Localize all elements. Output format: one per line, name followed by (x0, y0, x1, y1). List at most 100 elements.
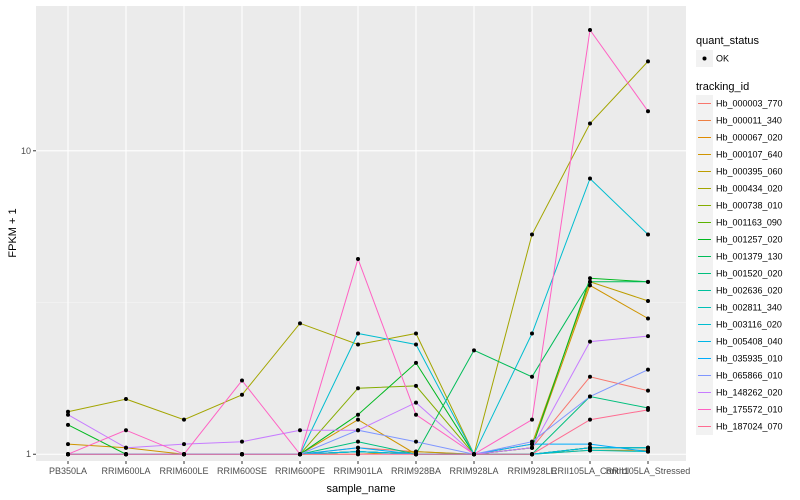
data-point (414, 452, 418, 457)
data-point (124, 428, 128, 433)
data-point (66, 422, 70, 427)
data-point (124, 445, 128, 450)
data-point (298, 321, 302, 326)
data-point (356, 439, 360, 444)
data-point (530, 232, 534, 237)
data-point (240, 392, 244, 397)
data-point (356, 331, 360, 336)
data-point (588, 279, 592, 284)
data-point (588, 374, 592, 379)
y-axis-title: FPKM + 1 (7, 208, 19, 257)
data-point (124, 397, 128, 402)
legend-label: Hb_003116_020 (716, 320, 782, 330)
data-point (182, 417, 186, 422)
legend-label: OK (716, 54, 729, 64)
legend-label: Hb_001257_020 (716, 235, 783, 245)
data-point (356, 386, 360, 391)
data-point (530, 445, 534, 450)
data-point (356, 445, 360, 450)
data-point (414, 331, 418, 336)
data-point (588, 121, 592, 126)
x-tick-label: RRIM600PE (275, 466, 325, 476)
data-point (530, 331, 534, 336)
legend-label: Hb_187024_070 (716, 422, 783, 432)
data-points (66, 28, 650, 457)
data-point (646, 407, 650, 412)
data-point (66, 409, 70, 414)
data-point (472, 452, 476, 457)
data-point (66, 442, 70, 447)
data-point (240, 378, 244, 383)
data-point (588, 417, 592, 422)
data-point (356, 417, 360, 422)
legend-label: Hb_002811_340 (716, 303, 782, 313)
data-point (414, 342, 418, 347)
data-point (530, 374, 534, 379)
point-legend-title: quant_status (696, 35, 759, 47)
legend-label: Hb_005408_040 (716, 337, 783, 347)
legend-label: Hb_001163_090 (716, 218, 782, 228)
data-point (356, 452, 360, 457)
data-point (182, 442, 186, 447)
data-point (588, 445, 592, 450)
x-tick-label: RRII105LA_Control (551, 466, 629, 476)
data-point (646, 298, 650, 303)
point-legend-items: OK (696, 50, 729, 67)
plot-panel (36, 6, 686, 461)
x-tick-label: RRIM928LA (449, 466, 498, 476)
legend-label: Hb_000067_020 (716, 133, 783, 143)
data-point (414, 400, 418, 405)
data-point (646, 334, 650, 339)
y-tick-label: 1 (26, 449, 31, 459)
legend-label: Hb_000107_640 (716, 150, 783, 160)
data-point (66, 412, 70, 417)
data-point (182, 452, 186, 457)
legend-label: Hb_000738_010 (716, 201, 783, 211)
legend-label: Hb_148262_020 (716, 388, 783, 398)
data-point (124, 452, 128, 457)
data-point (240, 439, 244, 444)
data-point (646, 449, 650, 454)
legend-label: Hb_000011_340 (716, 116, 782, 126)
x-tick-label: RRIM928LE (507, 466, 556, 476)
y-tick-label: 10 (21, 146, 31, 156)
legend-label: Hb_000434_020 (716, 184, 783, 194)
data-point (588, 28, 592, 33)
data-point (588, 176, 592, 181)
data-point (298, 452, 302, 457)
data-point (530, 452, 534, 457)
data-point (472, 348, 476, 353)
data-point (588, 283, 592, 288)
data-point (240, 452, 244, 457)
data-point (588, 276, 592, 281)
data-point (530, 417, 534, 422)
x-tick-label: RRIM600SE (217, 466, 267, 476)
data-point (646, 59, 650, 64)
data-point (646, 445, 650, 450)
line-legend-items: Hb_000003_770 Hb_000011_340 Hb_000067_020 H… (696, 95, 783, 435)
data-point (646, 232, 650, 237)
data-point (588, 339, 592, 344)
data-point (646, 388, 650, 393)
axes: 1 10 PB350LA RRIM600LA RRIM600LE RRIM600SE RRI… (21, 146, 690, 476)
legend-label: Hb_000003_770 (716, 99, 783, 109)
x-tick-label: RRIM928BA (391, 466, 441, 476)
legend-label: Hb_175572_010 (716, 405, 783, 415)
data-point (588, 394, 592, 399)
legend-label: Hb_001520_020 (716, 269, 783, 279)
legend: quant_status OK tracking_id Hb_000003_77… (696, 35, 783, 435)
legend-label: Hb_035935_010 (716, 354, 783, 364)
x-tick-label: PB350LA (49, 466, 87, 476)
data-point (588, 442, 592, 447)
data-point (414, 439, 418, 444)
data-point (66, 452, 70, 457)
data-point (414, 412, 418, 417)
data-point (530, 439, 534, 444)
legend-label: Hb_065866_010 (716, 371, 783, 381)
x-tick-label: RRII105LA_Stressed (606, 466, 691, 476)
data-point (646, 279, 650, 284)
x-axis-title: sample_name (326, 483, 395, 495)
x-tick-label: RRIM600LE (159, 466, 208, 476)
data-point (356, 428, 360, 433)
